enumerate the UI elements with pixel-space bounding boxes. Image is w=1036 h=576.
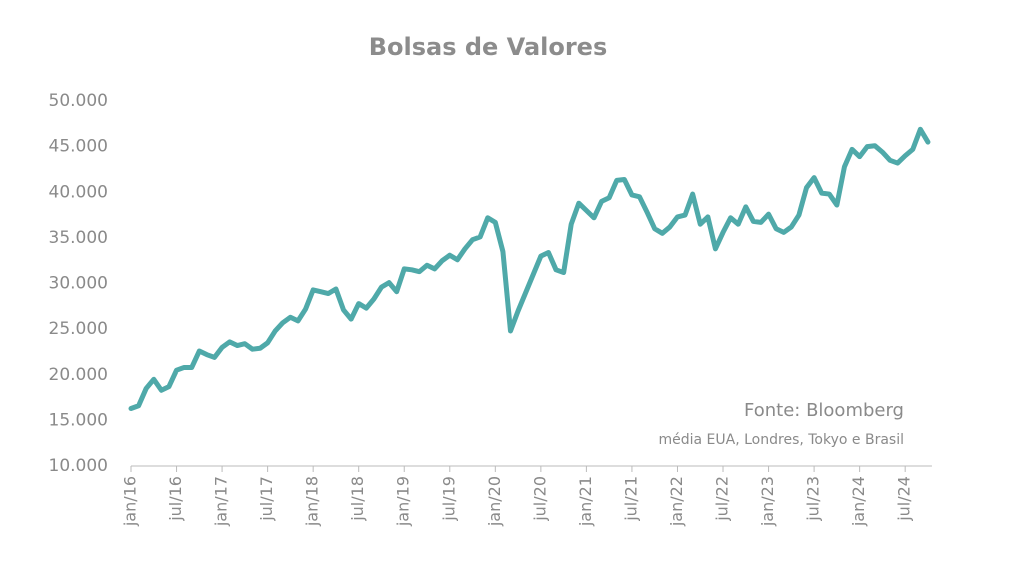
y-tick-label: 40.000 bbox=[49, 182, 108, 202]
x-tick-label: jan/17 bbox=[212, 476, 231, 527]
y-tick-label: 50.000 bbox=[49, 91, 108, 111]
x-tick-label: jan/23 bbox=[758, 476, 777, 527]
annotation: Fonte: Bloomberg bbox=[744, 400, 904, 421]
line-series bbox=[128, 126, 931, 412]
x-tick-label: jul/22 bbox=[713, 476, 732, 522]
x-tick-label: jul/16 bbox=[166, 476, 185, 522]
x-tick-label: jan/19 bbox=[394, 476, 413, 527]
y-tick-label: 45.000 bbox=[49, 137, 108, 157]
x-tick-label: jul/21 bbox=[621, 476, 640, 522]
y-tick-label: 20.000 bbox=[49, 365, 108, 385]
x-tick-label: jan/18 bbox=[303, 476, 322, 527]
x-tick-label: jul/18 bbox=[348, 476, 367, 522]
x-tick-label: jan/22 bbox=[667, 476, 686, 527]
y-tick-label: 10.000 bbox=[49, 456, 108, 476]
x-tick-label: jul/23 bbox=[804, 476, 823, 522]
x-tick-label: jan/16 bbox=[121, 476, 140, 527]
chart-title: Bolsas de Valores bbox=[369, 33, 608, 61]
x-tick-label: jul/17 bbox=[257, 476, 276, 522]
y-tick-label: 35.000 bbox=[49, 228, 108, 248]
x-tick-label: jul/24 bbox=[895, 476, 914, 522]
y-tick-label: 30.000 bbox=[49, 274, 108, 294]
y-tick-label: 15.000 bbox=[49, 410, 108, 430]
x-tick-label: jul/19 bbox=[439, 476, 458, 522]
y-tick-label: 25.000 bbox=[49, 319, 108, 339]
x-tick-label: jul/20 bbox=[530, 476, 549, 522]
x-tick-label: jan/20 bbox=[485, 476, 504, 527]
annotation: média EUA, Londres, Tokyo e Brasil bbox=[659, 432, 905, 448]
x-tick-label: jan/24 bbox=[849, 476, 868, 527]
x-tick-label: jan/21 bbox=[576, 476, 595, 527]
